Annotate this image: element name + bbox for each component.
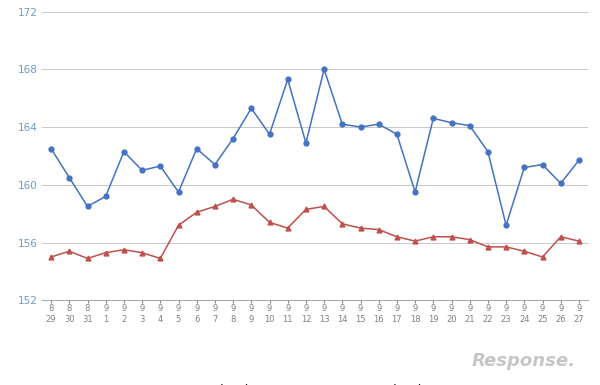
Legend: レギュラー看板価格(円/L), レギュラー実売価格(円/L): レギュラー看板価格(円/L), レギュラー実売価格(円/L) [92,378,429,385]
Text: Response.: Response. [472,352,576,370]
